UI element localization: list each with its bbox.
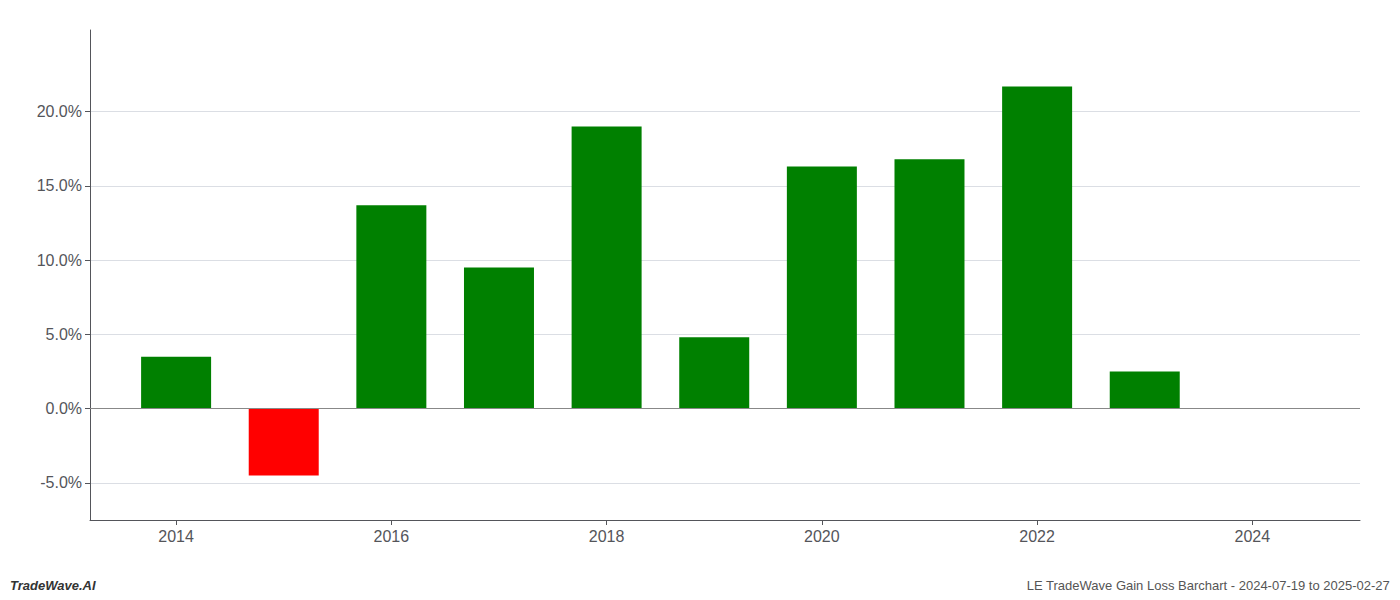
svg-text:15.0%: 15.0%: [37, 177, 82, 194]
svg-text:2018: 2018: [589, 528, 625, 545]
svg-text:2016: 2016: [374, 528, 410, 545]
svg-text:LE TradeWave Gain Loss Barchar: LE TradeWave Gain Loss Barchart - 2024-0…: [1027, 578, 1390, 593]
svg-text:0.0%: 0.0%: [46, 400, 82, 417]
svg-text:TradeWave.AI: TradeWave.AI: [10, 578, 96, 593]
svg-text:2020: 2020: [804, 528, 840, 545]
svg-text:10.0%: 10.0%: [37, 252, 82, 269]
svg-text:20.0%: 20.0%: [37, 103, 82, 120]
svg-text:5.0%: 5.0%: [46, 326, 82, 343]
svg-text:2014: 2014: [158, 528, 194, 545]
svg-text:2024: 2024: [1235, 528, 1271, 545]
svg-text:2022: 2022: [1019, 528, 1055, 545]
svg-text:-5.0%: -5.0%: [40, 474, 82, 491]
